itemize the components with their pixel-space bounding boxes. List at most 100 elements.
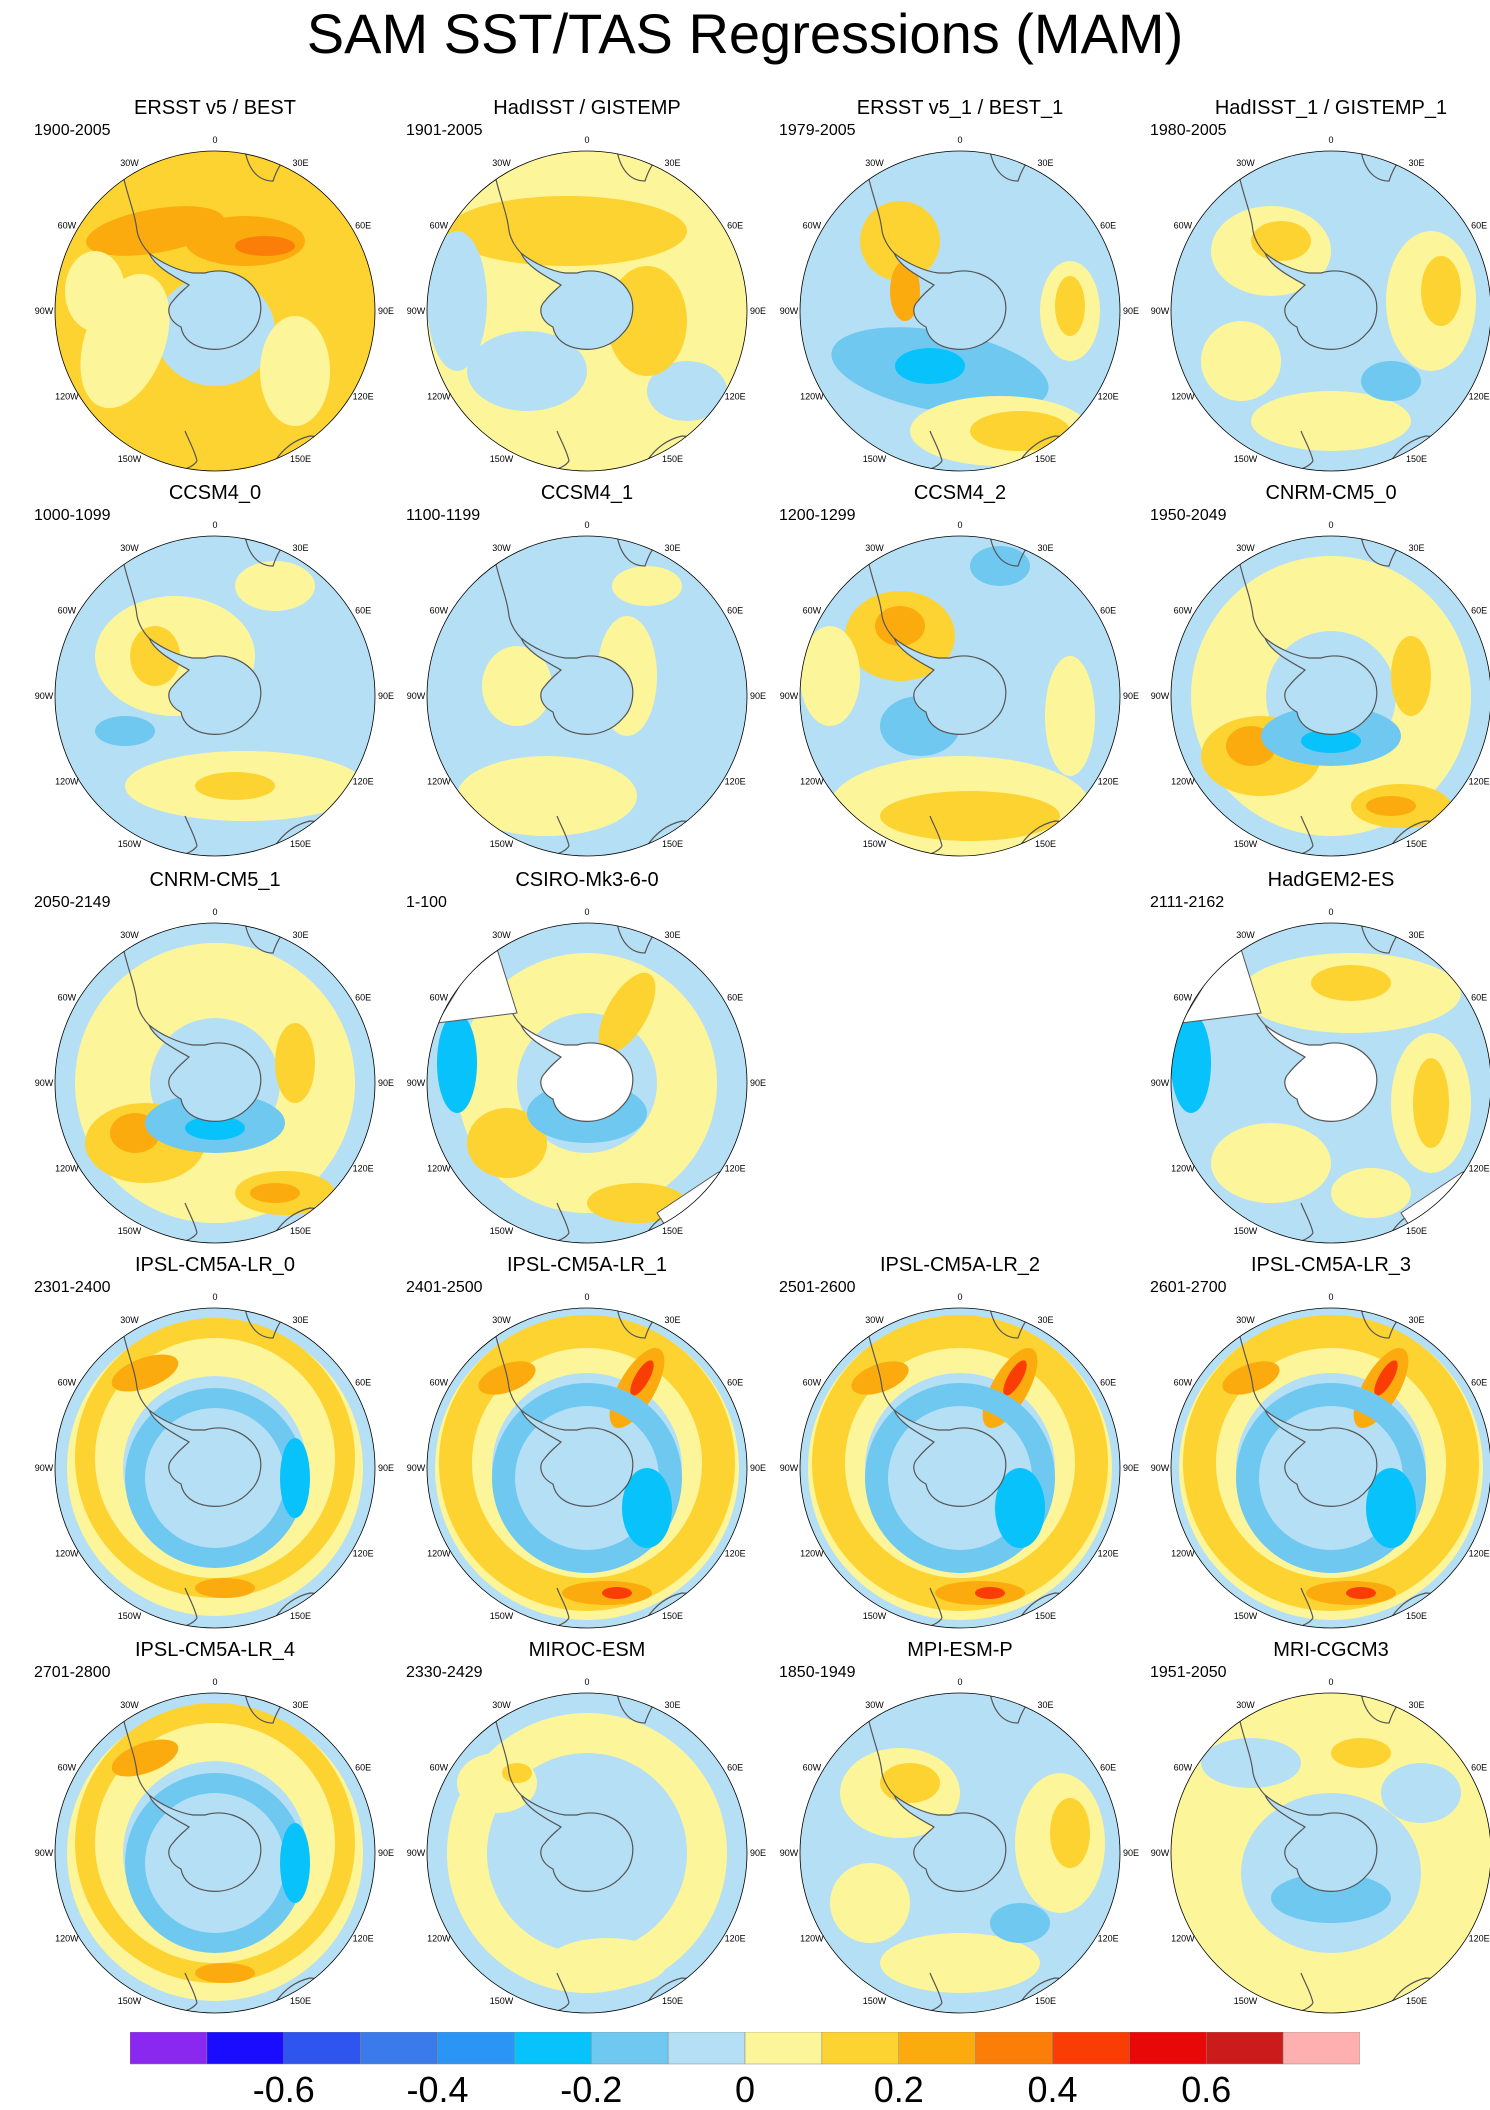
map-panel: ERSST v5 / BEST 1900-2005 0 30E 60E 90E 120E 15… <box>30 96 400 476</box>
longitude-label: 30E <box>292 543 308 553</box>
map-border <box>799 535 1121 857</box>
map-panel: IPSL-CM5A-LR_1 2401-2500 0 30E 60E 90E 120E 150… <box>402 1253 772 1633</box>
longitude-label: 120W <box>427 1934 451 1944</box>
contour-region <box>1251 391 1411 451</box>
longitude-label: 150W <box>490 1996 514 2006</box>
colorbar-tick-label: -0.6 <box>252 2069 315 2110</box>
longitude-label: 30E <box>292 1315 308 1325</box>
contour-region <box>1331 1168 1411 1218</box>
panel-period: 2111-2162 <box>1150 894 1225 911</box>
contour-region <box>1271 1873 1391 1923</box>
map-panel: MRI-CGCM31951-2050030E60E90E120E150E1801… <box>1146 1638 1490 2018</box>
longitude-label: 60W <box>1174 993 1193 1003</box>
contour-region <box>880 791 1060 841</box>
map-border <box>54 535 376 857</box>
longitude-label: 120E <box>353 1164 374 1174</box>
coastline <box>1235 160 1266 254</box>
longitude-label: 90W <box>35 306 54 316</box>
longitude-label: 60E <box>727 606 743 616</box>
contour-region <box>111 1739 179 1777</box>
map-panel: IPSL-CM5A-LR_0 2301-2400 0 30E 60E 90E 120E 150… <box>30 1253 400 1633</box>
panel-period: 2301-2400 <box>34 1279 111 1296</box>
longitude-label: 0 <box>584 907 589 917</box>
antarctica-coastline <box>148 252 262 350</box>
longitude-label: 150E <box>662 1226 683 1236</box>
longitude-label: 60E <box>1471 993 1487 1003</box>
longitude-label: 150E <box>1035 1611 1056 1621</box>
longitude-label: 30W <box>865 1700 884 1710</box>
longitude-label: 0 <box>957 1292 962 1302</box>
polar-map: 030E60E90E120E150E180150W120W90W60W30W <box>35 1677 394 2014</box>
map-panel: HadISST / GISTEMP 1901-2005 0 30E 60E 90E 120E… <box>402 96 772 476</box>
map-panel: CNRM-CM5_01950-2049030E60E90E120E150E180… <box>1146 481 1490 861</box>
longitude-label: 60E <box>355 1763 371 1773</box>
colorbar-tick-label: 0.6 <box>1181 2069 1232 2110</box>
longitude-label: 150E <box>662 1996 683 2006</box>
colorbar-swatch <box>360 2032 438 2065</box>
longitude-label: 90E <box>1123 306 1139 316</box>
antarctica-coastline <box>520 252 634 350</box>
contour-region <box>467 331 587 411</box>
map-panel: CNRM-CM5_12050-2149030E60E90E120E150E180… <box>30 868 400 1248</box>
map-border <box>54 922 376 1244</box>
longitude-label: 120E <box>725 1934 746 1944</box>
longitude-label: 0 <box>1328 907 1333 917</box>
longitude-label: 30W <box>120 158 139 168</box>
contour-region <box>1301 729 1361 753</box>
longitude-label: 30W <box>492 543 511 553</box>
longitude-label: 150W <box>118 1611 142 1621</box>
antarctica-coastline <box>893 252 1007 350</box>
longitude-label: 120W <box>427 777 451 787</box>
coastline <box>1235 1702 1266 1796</box>
longitude-label: 120W <box>800 392 824 402</box>
longitude-label: 0 <box>584 1292 589 1302</box>
longitude-label: 60E <box>727 993 743 1003</box>
colorbar-swatch <box>975 2032 1053 2065</box>
longitude-label: 150W <box>490 839 514 849</box>
contour-region <box>447 196 687 266</box>
contour-region <box>467 1108 547 1178</box>
map-border <box>426 1692 748 2014</box>
contour-region <box>1346 1587 1376 1599</box>
map-panel: MPI-ESM-P1850-1949030E60E90E120E150E1801… <box>775 1638 1145 2018</box>
longitude-label: 90E <box>1123 691 1139 701</box>
longitude-label: 150W <box>863 1611 887 1621</box>
longitude-label: 150E <box>1406 454 1427 464</box>
longitude-label: 30W <box>1236 1700 1255 1710</box>
longitude-label: 150E <box>1406 1996 1427 2006</box>
panel-title: CNRM-CM5_1 <box>149 869 281 891</box>
longitude-label: 60W <box>430 1378 449 1388</box>
longitude-label: 30W <box>1236 543 1255 553</box>
longitude-label: 30W <box>492 158 511 168</box>
contour-region <box>275 1023 315 1103</box>
contour-region <box>875 606 925 646</box>
longitude-label: 30W <box>120 1315 139 1325</box>
map-panel: HadISST_1 / GISTEMP_11980-2005030E60E90E… <box>1146 96 1490 476</box>
polar-map: 030E60E90E120E150E180150W120W90W60W30W <box>35 1292 394 1629</box>
longitude-label: 30W <box>492 1700 511 1710</box>
longitude-label: 60E <box>355 606 371 616</box>
panel-period: 1000-1099 <box>34 507 111 524</box>
polar-map: 030E60E90E120E150E180150W120W90W60W30W <box>35 520 394 857</box>
antarctica-coastline <box>893 1409 1007 1507</box>
longitude-label: 60E <box>355 221 371 231</box>
map-border <box>1170 535 1490 857</box>
longitude-label: 150E <box>290 839 311 849</box>
longitude-label: 0 <box>584 1677 589 1687</box>
longitude-label: 60E <box>355 993 371 1003</box>
longitude-label: 150W <box>1234 839 1258 849</box>
map-border <box>1170 1692 1490 2014</box>
longitude-label: 120E <box>353 777 374 787</box>
longitude-label: 150W <box>490 454 514 464</box>
antarctica-coastline <box>1264 1409 1378 1507</box>
longitude-label: 150W <box>863 454 887 464</box>
contour-region <box>1251 221 1311 261</box>
longitude-label: 30E <box>664 158 680 168</box>
coastline <box>119 545 150 639</box>
panel-title: IPSL-CM5A-LR_3 <box>1250 1254 1412 1276</box>
contour-region <box>1055 276 1085 336</box>
contour-region <box>95 716 155 746</box>
longitude-label: 120E <box>1098 1549 1119 1559</box>
longitude-label: 60W <box>1174 1763 1193 1773</box>
map-panel: CCSM4_21200-1299030E60E90E120E150E180150… <box>775 481 1145 861</box>
